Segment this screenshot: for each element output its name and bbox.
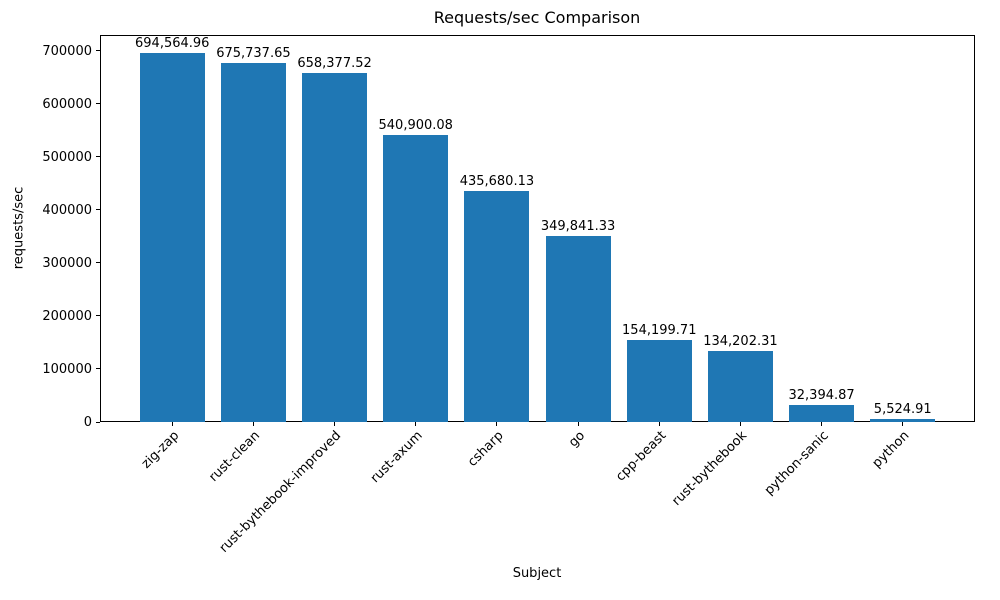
y-tick-label: 0	[83, 415, 92, 430]
bar-value-label: 154,199.71	[622, 323, 697, 339]
y-tick-mark	[96, 421, 100, 423]
x-tick-mark	[739, 422, 741, 426]
x-tick-label: cpp-beast	[612, 428, 670, 485]
y-tick-label: 300000	[42, 255, 92, 271]
x-tick-mark	[577, 422, 579, 426]
y-tick-mark	[96, 103, 100, 105]
bar	[464, 190, 530, 422]
y-tick-label: 400000	[42, 202, 92, 218]
x-tick-mark	[171, 422, 173, 426]
bar-value-label: 349,841.33	[540, 219, 616, 235]
x-tick-label: python	[869, 428, 913, 472]
y-tick-mark	[96, 262, 100, 264]
bar	[789, 404, 855, 422]
y-tick-mark	[96, 209, 100, 211]
bar-value-label: 675,737.65	[216, 46, 291, 62]
x-tick-mark	[334, 422, 336, 426]
x-tick-mark	[821, 422, 823, 426]
bar	[383, 134, 449, 422]
y-tick-mark	[96, 156, 100, 158]
x-tick-mark	[252, 422, 254, 426]
y-tick-label: 100000	[42, 361, 92, 377]
bar-value-label: 694,564.96	[135, 36, 210, 52]
x-tick-mark	[902, 422, 904, 426]
x-tick-mark	[496, 422, 498, 426]
bar	[626, 340, 692, 422]
x-tick-label: python-sanic	[761, 428, 832, 499]
bar	[302, 72, 368, 422]
x-axis-label: Subject	[512, 566, 562, 581]
x-tick-mark	[658, 422, 660, 426]
y-tick-mark	[96, 315, 100, 317]
bar-value-label: 134,202.31	[703, 333, 778, 349]
x-tick-label: rust-bythebook	[669, 428, 751, 509]
y-axis-label: requests/sec	[11, 186, 27, 270]
bar-value-label: 5,524.91	[873, 402, 932, 418]
bar	[139, 53, 205, 422]
y-tick-mark	[96, 368, 100, 370]
chart-title: Requests/sec Comparison	[433, 8, 641, 27]
bar	[870, 419, 936, 422]
x-tick-label: go	[565, 428, 588, 451]
x-tick-label: csharp	[465, 428, 507, 470]
y-tick-label: 700000	[42, 43, 92, 59]
bar-value-label: 658,377.52	[297, 55, 372, 71]
x-tick-label: rust-axum	[367, 428, 426, 487]
y-tick-label: 500000	[42, 149, 92, 165]
bar	[545, 236, 611, 422]
x-tick-mark	[415, 422, 417, 426]
bar-value-label: 435,680.13	[459, 173, 535, 189]
y-tick-label: 200000	[42, 308, 92, 324]
x-tick-label: rust-clean	[206, 428, 264, 485]
y-tick-label: 600000	[42, 96, 92, 112]
x-tick-label: zig-zap	[138, 428, 183, 472]
y-tick-mark	[96, 50, 100, 52]
bar-value-label: 32,394.87	[788, 387, 855, 403]
bar-value-label: 540,900.08	[378, 117, 453, 133]
bar	[707, 350, 773, 422]
bar	[220, 63, 286, 422]
